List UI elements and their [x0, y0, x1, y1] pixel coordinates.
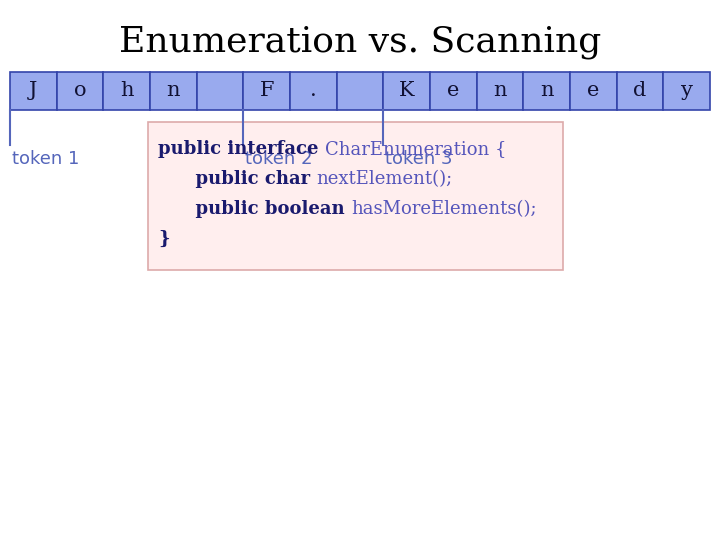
Text: o: o [73, 82, 86, 100]
Bar [477, 72, 523, 110]
Bar [10, 72, 57, 110]
Bar [290, 72, 337, 110]
Text: public char: public char [158, 170, 316, 188]
Text: token 1: token 1 [12, 150, 79, 168]
Bar [616, 72, 663, 110]
Text: F: F [259, 82, 274, 100]
Text: y: y [680, 82, 693, 100]
Text: hasMoreElements();: hasMoreElements(); [351, 200, 536, 218]
Bar [337, 72, 383, 110]
Text: CharEnumeration {: CharEnumeration { [325, 140, 506, 158]
Bar [243, 72, 290, 110]
Text: h: h [120, 82, 133, 100]
Bar [663, 72, 710, 110]
Bar [150, 72, 197, 110]
Text: d: d [634, 82, 647, 100]
Text: n: n [493, 82, 507, 100]
Text: n: n [540, 82, 554, 100]
Bar [430, 72, 477, 110]
Bar [148, 122, 563, 270]
Text: nextElement();: nextElement(); [316, 170, 453, 188]
Bar [197, 72, 243, 110]
Text: token 2: token 2 [246, 150, 312, 168]
Text: K: K [399, 82, 415, 100]
Text: e: e [587, 82, 600, 100]
Text: J: J [29, 82, 37, 100]
Text: Enumeration vs. Scanning: Enumeration vs. Scanning [119, 25, 601, 59]
Text: }: } [158, 230, 170, 248]
Text: n: n [166, 82, 180, 100]
Text: token 3: token 3 [385, 150, 453, 168]
Bar [104, 72, 150, 110]
Bar [523, 72, 570, 110]
Text: e: e [447, 82, 459, 100]
Bar [570, 72, 616, 110]
Bar [57, 72, 104, 110]
Bar [383, 72, 430, 110]
Text: public boolean: public boolean [158, 200, 351, 218]
Text: .: . [310, 82, 317, 100]
Text: public interface: public interface [158, 140, 325, 158]
